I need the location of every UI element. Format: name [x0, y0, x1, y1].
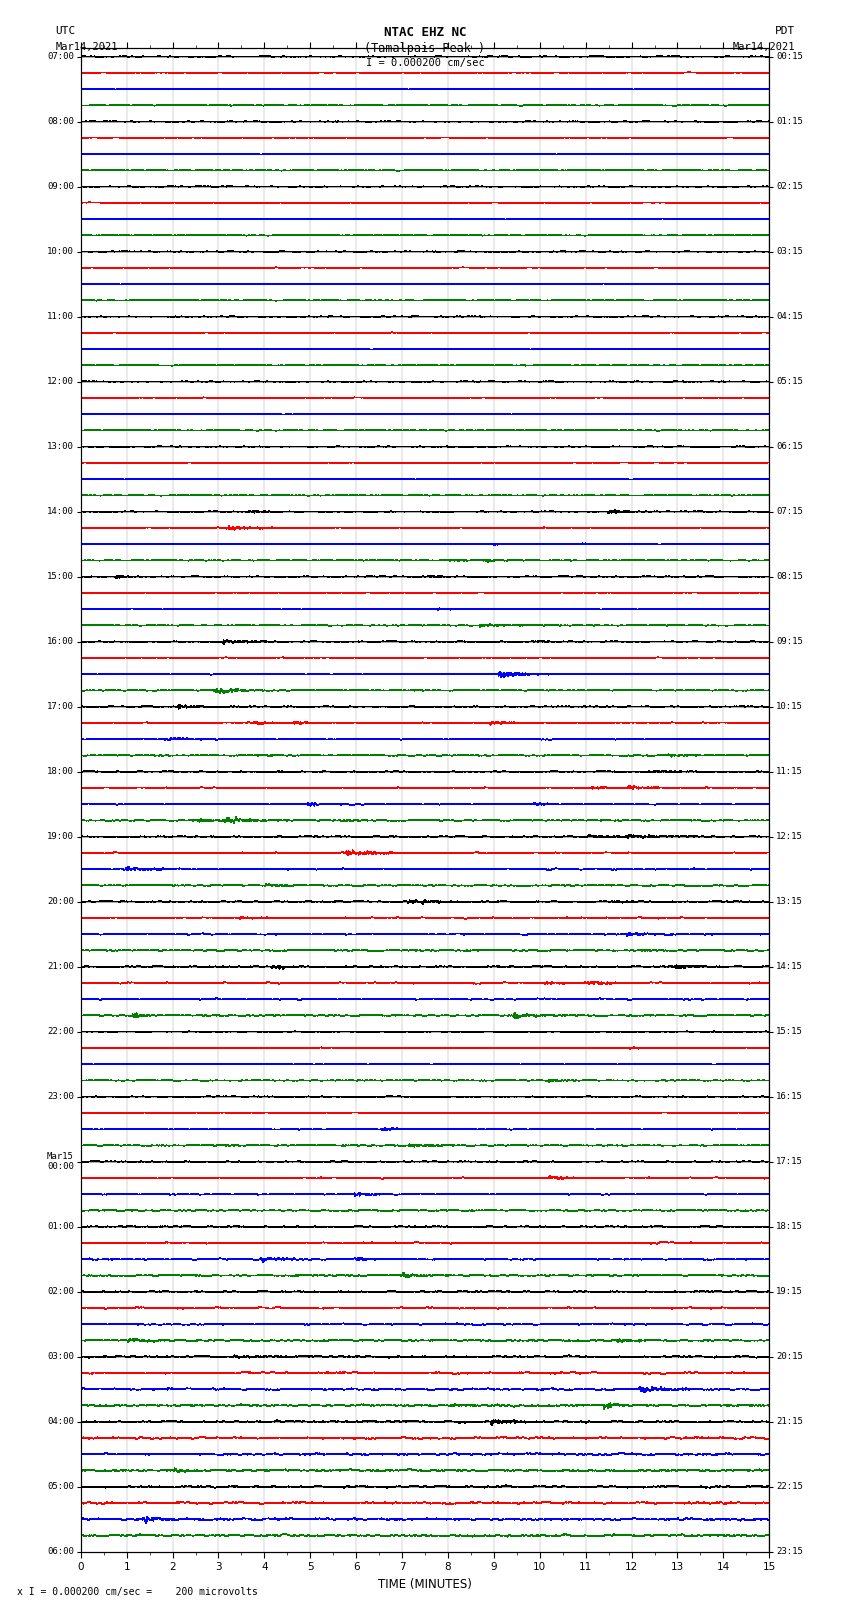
X-axis label: TIME (MINUTES): TIME (MINUTES)	[378, 1578, 472, 1590]
Text: I = 0.000200 cm/sec: I = 0.000200 cm/sec	[366, 58, 484, 68]
Text: x I = 0.000200 cm/sec =    200 microvolts: x I = 0.000200 cm/sec = 200 microvolts	[17, 1587, 258, 1597]
Text: NTAC EHZ NC: NTAC EHZ NC	[383, 26, 467, 39]
Text: (Tamalpais Peak ): (Tamalpais Peak )	[365, 42, 485, 55]
Text: Mar14,2021: Mar14,2021	[55, 42, 118, 52]
Text: UTC: UTC	[55, 26, 76, 35]
Text: PDT: PDT	[774, 26, 795, 35]
Text: Mar14,2021: Mar14,2021	[732, 42, 795, 52]
